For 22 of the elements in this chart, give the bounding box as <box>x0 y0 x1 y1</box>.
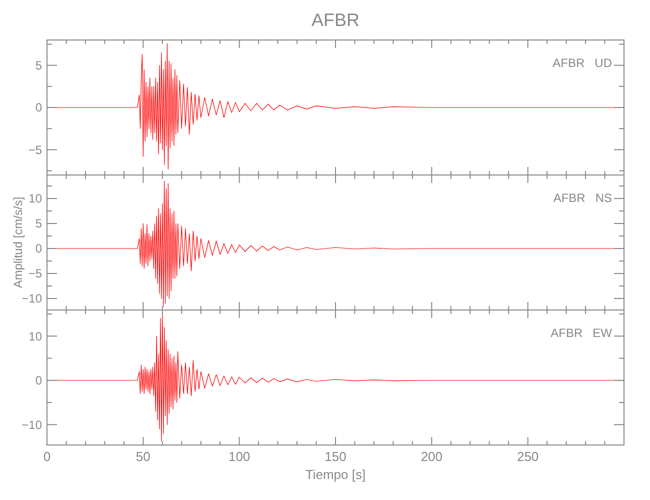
y-tick-label: −10 <box>22 292 42 306</box>
y-tick-label: −5 <box>28 142 42 157</box>
y-axis-title: Amplitud [cm/s/s] <box>11 196 25 288</box>
y-tick-label: 0 <box>35 100 42 115</box>
x-tick-label: 150 <box>324 449 346 464</box>
x-tick-label: 200 <box>420 449 443 464</box>
x-tick-label: 250 <box>516 449 539 464</box>
annotation: AFBR UD <box>552 56 612 70</box>
x-axis-title: Tiempo [s] <box>305 467 366 482</box>
y-tick-label: 5 <box>35 216 42 231</box>
y-tick-label: 5 <box>35 58 42 73</box>
y-tick-label: −5 <box>28 266 42 281</box>
annotation: AFBR NS <box>553 191 612 205</box>
y-tick-label: 10 <box>28 192 42 206</box>
chart-title: AFBR <box>311 10 360 30</box>
x-tick-label: 50 <box>136 449 150 464</box>
y-tick-label: 0 <box>35 242 42 256</box>
annotation: AFBR EW <box>550 326 613 340</box>
y-tick-label: 0 <box>35 374 42 388</box>
x-tick-label: 100 <box>228 449 250 464</box>
y-tick-label: −10 <box>22 418 42 432</box>
y-tick-label: 10 <box>28 329 42 344</box>
